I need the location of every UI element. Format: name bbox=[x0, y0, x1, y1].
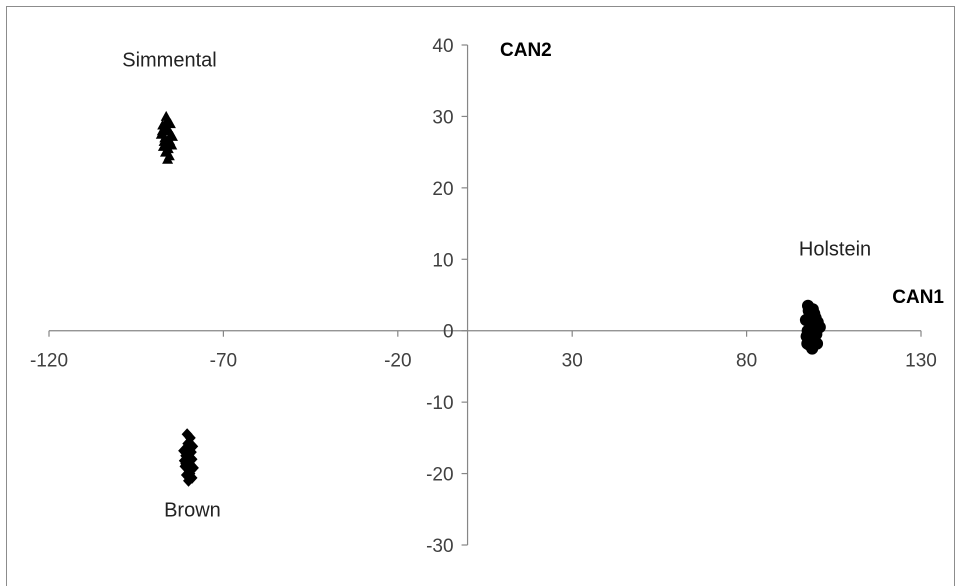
cluster-labels: Simmental Brown Holstein bbox=[122, 49, 871, 521]
x-tick-labels: -120 -70 -20 30 80 130 bbox=[30, 351, 937, 372]
x-tick-label: -120 bbox=[30, 351, 68, 372]
cluster-label-brown: Brown bbox=[164, 499, 221, 521]
cluster-label-simmental: Simmental bbox=[122, 49, 216, 71]
y-tick-label: 40 bbox=[432, 36, 453, 57]
scatter-plot: -120 -70 -20 30 80 130 -30 -20 -10 0 10 20 30 40 Sim… bbox=[30, 36, 944, 557]
simmental-point bbox=[155, 128, 167, 139]
simmental-point bbox=[164, 135, 176, 146]
simmental-point bbox=[159, 146, 171, 157]
y-tick-label: -20 bbox=[426, 465, 453, 486]
data-points bbox=[155, 110, 826, 487]
axes bbox=[48, 44, 922, 546]
x-axis-title: CAN1 bbox=[892, 287, 944, 308]
y-tick-label: 20 bbox=[432, 179, 453, 200]
brown-point bbox=[178, 444, 190, 457]
x-tick-label: 30 bbox=[562, 351, 583, 372]
brown-point bbox=[186, 471, 198, 484]
x-tick-label: 80 bbox=[736, 351, 757, 372]
brown-point bbox=[181, 428, 193, 441]
simmental-point bbox=[157, 140, 169, 151]
y-tick-label: 0 bbox=[443, 322, 454, 343]
y-axis-title: CAN2 bbox=[500, 40, 552, 61]
y-tick-label: -10 bbox=[426, 393, 453, 414]
y-tick-labels: -30 -20 -10 0 10 20 30 40 bbox=[426, 36, 453, 557]
y-tick-label: -30 bbox=[426, 536, 453, 557]
holstein-point bbox=[811, 337, 824, 350]
simmental-point bbox=[162, 153, 174, 164]
x-tick-label: 130 bbox=[905, 351, 937, 372]
brown-point bbox=[187, 461, 199, 474]
x-tick-label: -20 bbox=[384, 351, 411, 372]
brown-point bbox=[180, 457, 192, 470]
chart-frame: -120 -70 -20 30 80 130 -30 -20 -10 0 10 20 30 40 Sim… bbox=[6, 6, 955, 586]
simmental-point bbox=[160, 110, 172, 121]
y-tick-label: 30 bbox=[432, 107, 453, 128]
simmental-point bbox=[157, 119, 169, 130]
holstein-point bbox=[806, 319, 819, 331]
y-tick-label: 10 bbox=[432, 250, 453, 271]
cluster-label-holstein: Holstein bbox=[799, 239, 871, 261]
brown-point bbox=[187, 440, 199, 453]
x-tick-label: -70 bbox=[210, 351, 237, 372]
simmental-point bbox=[164, 118, 176, 129]
